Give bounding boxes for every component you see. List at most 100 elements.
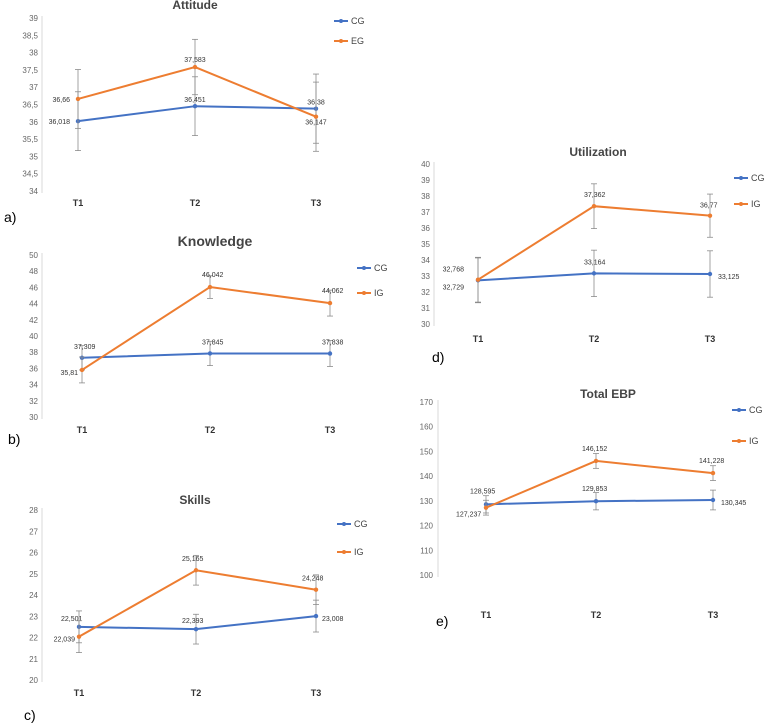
skills-ytick-label: 24: [29, 591, 38, 600]
chart-knowledge-svg: 30 32 34 36 38 40 42 44 46 48 50 T1 T2 T3 Knowledge 37,…: [8, 233, 388, 447]
total-ytick-label: 110: [420, 546, 433, 555]
utilization-cg-point: [707, 271, 713, 277]
total-ytick-label: 130: [420, 497, 434, 506]
knowledge-ytick-label: 46: [29, 283, 38, 292]
knowledge-ytick-label: 36: [29, 364, 38, 373]
utilization-ig-point: [707, 213, 713, 218]
knowledge-xtick-label: T1: [77, 425, 88, 435]
knowledge-ytick-label: 40: [29, 332, 38, 341]
knowledge-ytick-label: 50: [29, 251, 38, 260]
skills-ytick-label: 27: [29, 527, 38, 536]
attitude-ytick-label: 36,5: [22, 101, 38, 110]
total-legend-label-cg: CG: [749, 405, 763, 415]
utilization-ytick-label: 38: [421, 192, 430, 201]
skills-xtick-label: T2: [191, 688, 202, 698]
utilization-ig-data-label: 32,768: [443, 267, 465, 274]
total-cg-point: [593, 499, 599, 504]
attitude-cg-series-line: [77, 105, 317, 123]
skills-ig-data-label: 24,248: [302, 576, 324, 583]
total-legend-label-ig: IG: [749, 436, 759, 446]
skills-ig-point: [313, 587, 319, 592]
knowledge-ig-point: [79, 367, 85, 373]
knowledge-legend-marker-ig: [362, 291, 366, 295]
utilization-xtick-label: T2: [589, 334, 600, 344]
skills-xtick-label: T1: [74, 688, 85, 698]
knowledge-cg-point: [207, 351, 213, 356]
knowledge-xtick-label: T2: [205, 425, 216, 435]
attitude-ytick-label: 38: [29, 49, 38, 58]
skills-title: Skills: [179, 493, 211, 507]
skills-ytick-label: 23: [29, 612, 38, 621]
total-ytick-label: 100: [420, 571, 434, 580]
attitude-ig-data-label: 36,66: [52, 97, 70, 104]
utilization-legend-marker-ig: [739, 202, 743, 206]
knowledge-ytick-label: 48: [29, 267, 38, 276]
knowledge-ytick-label: 38: [29, 348, 38, 357]
attitude-ytick-label: 35: [29, 152, 38, 161]
chart-utilization-svg: 30 31 32 33 34 35 36 37 38 39 40 T1 T2 T3 Utilization 3…: [421, 145, 764, 365]
skills-ytick-label: 22: [29, 634, 38, 643]
utilization-xtick-label: T3: [705, 334, 716, 344]
attitude-legend-marker-cg: [339, 19, 343, 23]
total-ytick-label: 140: [420, 472, 434, 481]
total-ig-point: [483, 505, 489, 510]
attitude-ytick-label: 36: [29, 118, 38, 127]
knowledge-ig-point: [207, 284, 213, 290]
attitude-title: Attitude: [172, 0, 218, 12]
skills-legend-label-cg: CG: [354, 519, 368, 529]
attitude-legend-marker-ig: [339, 39, 343, 43]
chart-skills-svg: 20 21 22 23 24 25 26 27 28 T1 T2 T3 Skills 22,501 22,3…: [24, 493, 368, 723]
utilization-title: Utilization: [569, 145, 626, 159]
total-ig-point: [593, 458, 599, 464]
chart-total: 100 110 120 130 140 150 160 170 T1 T2 T3 Total EBP 1…: [398, 372, 777, 644]
skills-ig-point: [76, 634, 82, 639]
utilization-xtick-label: T1: [473, 334, 484, 344]
skills-legend-label-ig: IG: [354, 547, 364, 557]
attitude-cg-data-label: 36,451: [184, 97, 206, 104]
attitude-ytick-label: 37,5: [22, 66, 38, 75]
total-ig-point: [710, 470, 716, 476]
utilization-cg-data-label: 33,125: [718, 274, 740, 281]
attitude-ig-data-label: 37,583: [184, 57, 206, 64]
total-ig-data-label: 141,228: [699, 458, 724, 465]
attitude-ytick-label: 34: [29, 187, 38, 196]
total-xtick-label: T1: [481, 610, 492, 620]
total-xtick-label: T2: [591, 610, 602, 620]
utilization-ytick-label: 33: [421, 272, 430, 281]
skills-cg-point: [193, 626, 199, 632]
knowledge-cg-point: [327, 351, 333, 356]
utilization-cg-data-label: 32,729: [443, 284, 465, 291]
utilization-ytick-label: 34: [421, 256, 430, 265]
skills-legend-marker-cg: [342, 522, 346, 526]
knowledge-ytick-label: 34: [29, 381, 38, 390]
utilization-ytick-label: 35: [421, 240, 430, 249]
skills-cg-point: [313, 613, 319, 619]
attitude-xtick-label: T3: [311, 198, 322, 208]
knowledge-ig-data-label: 35,81: [60, 370, 78, 377]
knowledge-xtick-label: T3: [325, 425, 336, 435]
knowledge-title: Knowledge: [178, 233, 253, 249]
knowledge-ytick-label: 42: [29, 316, 38, 325]
chart-skills: 20 21 22 23 24 25 26 27 28 T1 T2 T3 Skills 22,501 22,3…: [0, 478, 400, 725]
total-legend-marker-ig: [737, 439, 741, 443]
utilization-legend-label-ig: IG: [751, 199, 761, 209]
utilization-ytick-label: 30: [421, 320, 430, 329]
total-ytick-label: 170: [420, 398, 434, 407]
attitude-ytick-label: 34,5: [22, 170, 38, 179]
utilization-ig-point: [475, 277, 481, 282]
utilization-ytick-label: 31: [421, 304, 430, 313]
knowledge-cg-data-label: 37,309: [74, 344, 96, 351]
attitude-ytick-label: 38,5: [22, 31, 38, 40]
chart-attitude: 34 34,5 35 35,5 36 36,5 37 37,5 38 38,5 39 T1 T2 T3 At…: [0, 0, 400, 232]
attitude-cg-data-label: 36,018: [49, 119, 71, 126]
total-ytick-label: 120: [420, 522, 434, 531]
total-cg-data-label: 130,345: [721, 500, 746, 507]
skills-ytick-label: 20: [29, 676, 38, 685]
attitude-xtick-label: T1: [73, 198, 84, 208]
attitude-ig-point: [313, 114, 319, 119]
skills-cg-data-label: 23,008: [322, 616, 344, 623]
knowledge-cg-series-line: [81, 352, 331, 359]
utilization-legend-marker-cg: [739, 176, 743, 180]
knowledge-cg-data-label: 37,838: [322, 340, 344, 347]
knowledge-panel-tag: b): [8, 431, 20, 447]
